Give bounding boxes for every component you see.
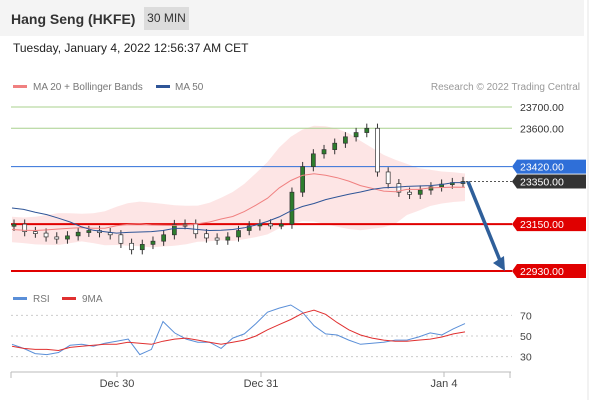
x-tick-label: Dec 31 bbox=[244, 378, 279, 390]
candle-body bbox=[225, 236, 231, 241]
forecast-arrow-head bbox=[493, 256, 505, 271]
candle-body bbox=[332, 142, 338, 150]
candle-body bbox=[278, 223, 284, 227]
ma20-line bbox=[11, 173, 466, 232]
timestamp: Tuesday, January 4, 2022 12:56:37 AM CET bbox=[13, 41, 249, 55]
price-tag-label: 22930.00 bbox=[520, 266, 564, 278]
candle-body bbox=[300, 166, 305, 193]
candle-body bbox=[236, 230, 241, 238]
rsi-line bbox=[11, 304, 466, 356]
candle-body bbox=[214, 237, 220, 241]
candle-body bbox=[343, 136, 348, 144]
ma20-legend-swatch bbox=[13, 85, 27, 88]
price-tag-bg bbox=[512, 217, 586, 232]
candle-body bbox=[118, 234, 124, 244]
candle-body bbox=[22, 223, 28, 232]
candle-body bbox=[86, 230, 92, 233]
candle-body bbox=[161, 234, 167, 242]
candle-body bbox=[353, 132, 359, 138]
candle-body bbox=[364, 127, 370, 133]
candle-body bbox=[139, 244, 145, 251]
rsi-legend-label: RSI bbox=[33, 294, 50, 305]
price-tag-label: 23600.00 bbox=[520, 123, 564, 135]
candle-body bbox=[289, 191, 295, 225]
candle-body bbox=[75, 231, 81, 237]
rsi-ma-legend-label: 9MA bbox=[82, 294, 103, 305]
bollinger-band-area bbox=[12, 125, 465, 248]
rsi-tick-label: 30 bbox=[520, 352, 532, 364]
candle-body bbox=[54, 236, 60, 240]
timeframe-badge[interactable]: 30 MIN bbox=[144, 7, 189, 30]
candle-body bbox=[310, 153, 316, 167]
price-tag-label: 23350.00 bbox=[520, 177, 564, 189]
x-tick-label: Dec 30 bbox=[100, 378, 135, 390]
price-tag-bg bbox=[512, 159, 586, 174]
rsi-ma-legend-swatch bbox=[62, 297, 76, 300]
candle-body bbox=[204, 233, 209, 239]
rsi-ma-line bbox=[11, 309, 466, 352]
candle-body bbox=[65, 235, 70, 240]
ma50-legend-swatch bbox=[156, 85, 170, 88]
candle-body bbox=[268, 223, 273, 227]
price-tag-bg bbox=[512, 174, 586, 189]
candle-body bbox=[11, 223, 17, 227]
ma50-line bbox=[11, 182, 465, 234]
rsi-tick-label: 70 bbox=[520, 310, 532, 322]
candle-body bbox=[375, 127, 380, 173]
candle-body bbox=[43, 232, 49, 238]
candle-body bbox=[172, 224, 177, 236]
ma20-legend-label: MA 20 + Bollinger Bands bbox=[33, 82, 143, 93]
rsi-legend-swatch bbox=[13, 297, 27, 300]
ma50-legend-label: MA 50 bbox=[175, 82, 204, 93]
candle-body bbox=[396, 183, 402, 193]
price-tag-bg bbox=[512, 264, 586, 278]
candle-body bbox=[321, 149, 327, 155]
research-credit: Research © 2022 Trading Central bbox=[431, 82, 580, 93]
rsi-tick-label: 50 bbox=[520, 331, 532, 343]
candle-body bbox=[407, 191, 412, 195]
candle-body bbox=[129, 242, 134, 251]
candle-body bbox=[417, 189, 423, 195]
candle-body bbox=[246, 225, 252, 231]
candle-body bbox=[385, 171, 391, 185]
header-bar: Hang Seng (HKFE) 30 MIN bbox=[0, 0, 584, 36]
forecast-arrow-shaft bbox=[466, 180, 503, 264]
instrument-title: Hang Seng (HKFE) bbox=[11, 11, 136, 27]
candle-body bbox=[33, 231, 38, 234]
x-tick-label: Jan 4 bbox=[431, 378, 458, 390]
price-tag-label: 23150.00 bbox=[520, 219, 564, 231]
price-tag-label: 23700.00 bbox=[520, 102, 564, 114]
candle-body bbox=[150, 240, 156, 245]
price-tag-label: 23420.00 bbox=[520, 162, 564, 174]
